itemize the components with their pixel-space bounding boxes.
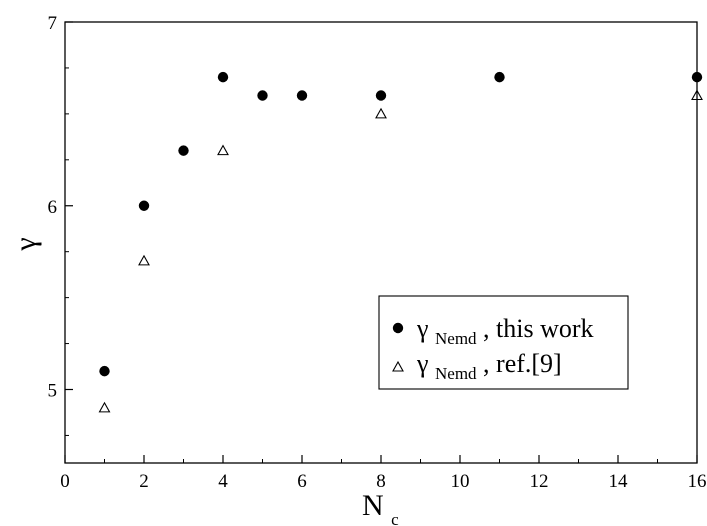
x-tick-label: 10 — [451, 471, 470, 492]
x-tick-label: 2 — [139, 471, 149, 492]
x-axis-title-sub: c — [391, 510, 399, 526]
data-point-this-work — [217, 71, 229, 83]
x-tick-label: 8 — [376, 471, 386, 492]
x-tick-label: 6 — [297, 471, 307, 492]
y-tick-label: 5 — [48, 381, 58, 402]
legend: γ Nemd , this work γ Nemd , ref.[9] — [378, 295, 629, 390]
y-tick-label: 7 — [48, 13, 58, 34]
data-point-this-work — [296, 90, 308, 101]
legend-sub-ref9: Nemd — [435, 364, 477, 383]
legend-symbol-this-work: γ — [416, 314, 429, 343]
data-point-ref9 — [98, 401, 111, 413]
axis-ticks: 0 2 4 6 8 10 12 14 16 5 6 7 — [48, 13, 707, 492]
data-point-ref9 — [217, 144, 229, 156]
x-axis-title-main: N — [362, 489, 384, 522]
data-point-this-work — [178, 145, 189, 156]
legend-marker-ref9 — [392, 360, 404, 372]
x-tick-label: 12 — [530, 471, 549, 492]
legend-box — [378, 295, 629, 390]
x-tick-label: 14 — [609, 471, 629, 492]
legend-suffix-this-work: , this work — [483, 314, 594, 343]
x-tick-label: 4 — [218, 471, 228, 492]
legend-symbol-ref9: γ — [416, 349, 429, 378]
data-point-ref9 — [375, 107, 387, 119]
legend-entry-ref9: γ Nemd , ref.[9] — [416, 349, 562, 385]
data-point-this-work — [257, 90, 268, 101]
legend-entry-this-work: γ Nemd , this work — [416, 314, 594, 350]
data-point-ref9 — [138, 254, 150, 266]
legend-marker-this-work — [392, 322, 404, 334]
x-tick-label: 0 — [60, 471, 70, 492]
x-axis-title: N c — [362, 489, 399, 526]
data-point-this-work — [99, 365, 110, 377]
data-point-this-work — [494, 71, 505, 83]
y-tick-label: 6 — [48, 197, 58, 218]
data-point-this-work — [138, 200, 150, 211]
data-point-this-work — [375, 90, 387, 101]
plot-frame — [64, 21, 698, 464]
y-axis-title: γ — [9, 237, 42, 251]
legend-suffix-ref9: , ref.[9] — [483, 349, 562, 378]
x-tick-label: 16 — [688, 471, 707, 492]
legend-sub-this-work: Nemd — [435, 329, 477, 348]
